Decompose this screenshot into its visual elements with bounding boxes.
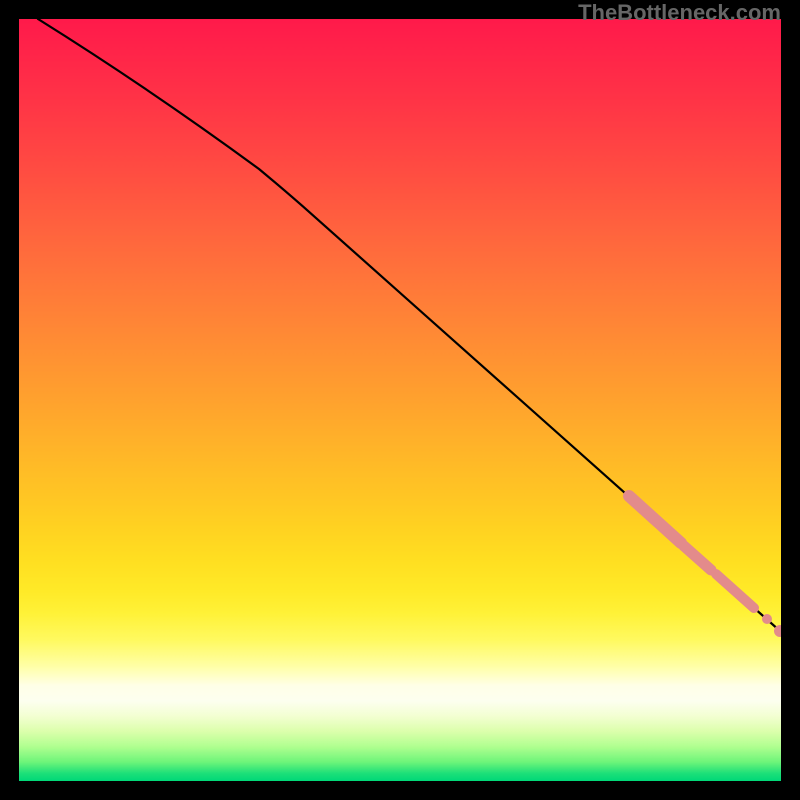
watermark-text: TheBottleneck.com — [578, 0, 781, 26]
chart-overlay — [19, 19, 781, 781]
marker-segment — [629, 496, 681, 543]
marker-group — [629, 496, 781, 637]
marker-dot — [762, 614, 772, 624]
marker-segment — [716, 574, 754, 608]
chart-frame: TheBottleneck.com — [0, 0, 800, 800]
marker-segment — [684, 546, 711, 570]
plot-area — [19, 19, 781, 781]
